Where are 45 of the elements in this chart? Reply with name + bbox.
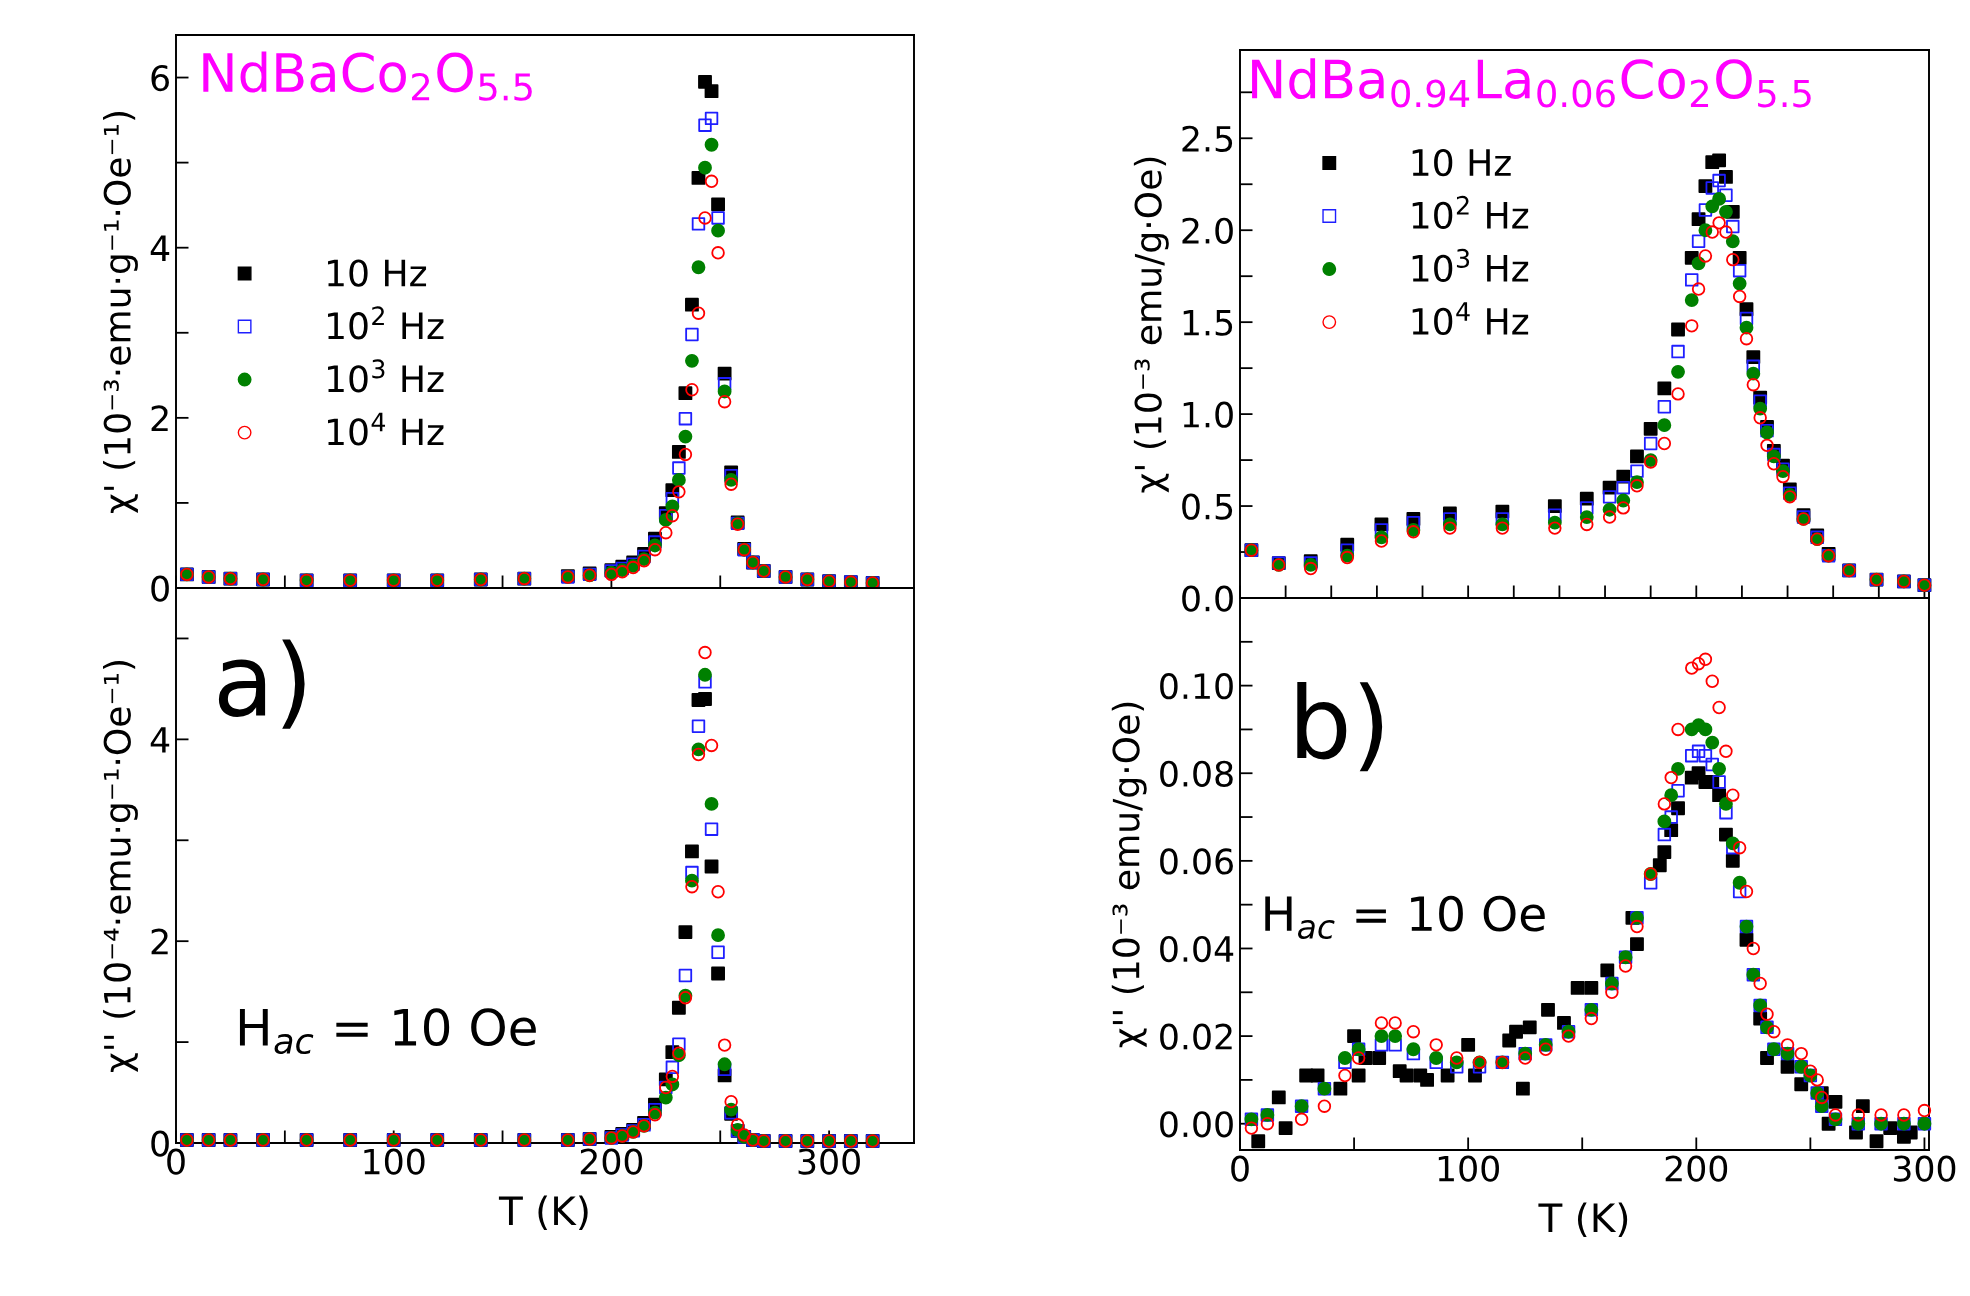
y-tick-label: 0 [151,1130,169,1157]
x-tick-label: 100 [364,1148,425,1175]
y-tick-label: 0.5 [1182,493,1233,520]
chart-title: NdBaCo$_{2}$O$_{5.5}$ [203,51,532,101]
y-tick-label: 4 [150,727,170,753]
legend-label: 10$^{4}$ Hz [1412,302,1529,335]
y-tick-label: 0 [151,575,169,602]
y-axis-title: χ' (10⁻³ emu/g·Oe) [1133,157,1169,493]
y-tick-label: 2 [151,405,168,432]
y-tick-label: 0.04 [1160,935,1234,963]
annotation: a) [218,639,305,729]
x-tick-label: 200 [1665,1155,1728,1182]
x-axis-title: T (K) [1538,1202,1628,1238]
y-tick-label: 2 [151,928,168,955]
y-tick-label: 0.08 [1160,760,1233,787]
y-tick-label: 0.0 [1182,585,1233,612]
legend-label: 10$^{3}$ Hz [328,359,444,393]
y-tick-label: 1.0 [1183,401,1233,428]
y-axis-title: χ' (10⁻³·emu·g⁻¹·Oe⁻¹) [103,111,138,514]
y-tick-label: 0.06 [1160,848,1233,875]
annotation: b) [1297,682,1383,772]
x-tick-label: 300 [1893,1155,1956,1182]
y-tick-label: 4 [150,235,170,261]
x-tick-label: 200 [580,1148,643,1175]
chart-title: NdBa$_{0.94}$La$_{0.06}$Co$_{2}$O$_{5.5}$ [1252,58,1811,108]
legend-label: 10$^{3}$ Hz [1412,248,1529,282]
legend-label: 10 Hz [1412,148,1511,177]
legend-label: 10$^{2}$ Hz [328,306,444,340]
y-tick-label: 0.00 [1160,1111,1233,1138]
annotation: H$_{ac}$ = 10 Oe [239,1008,536,1055]
x-tick-label: 100 [1438,1155,1499,1182]
y-tick-label: 0.10 [1160,673,1233,700]
legend-label: 10$^{4}$ Hz [328,412,444,446]
legend-label: 10 Hz [328,259,427,287]
y-axis-title: χ'' (10⁻⁴·emu·g⁻¹·Oe⁻¹) [103,661,138,1073]
x-axis-title: T (K) [498,1195,588,1231]
y-tick-label: 0.02 [1160,1023,1232,1050]
y-tick-label: 2.5 [1182,125,1233,152]
y-axis-title: χ'' (10⁻³ emu/g·Oe) [1111,702,1147,1048]
y-tick-label: 1.5 [1183,310,1233,336]
x-tick-label: 300 [798,1148,860,1175]
y-tick-label: 6 [151,64,169,92]
annotation: H$_{ac}$ = 10 Oe [1265,895,1545,940]
legend-label: 10$^{2}$ Hz [1412,195,1529,229]
y-tick-label: 2.0 [1182,217,1233,244]
